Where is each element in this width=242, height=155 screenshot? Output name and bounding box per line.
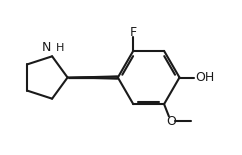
Text: F: F — [130, 26, 137, 39]
Text: H: H — [56, 43, 64, 53]
Text: N: N — [42, 41, 51, 54]
Text: OH: OH — [195, 71, 214, 84]
Text: O: O — [166, 115, 176, 128]
